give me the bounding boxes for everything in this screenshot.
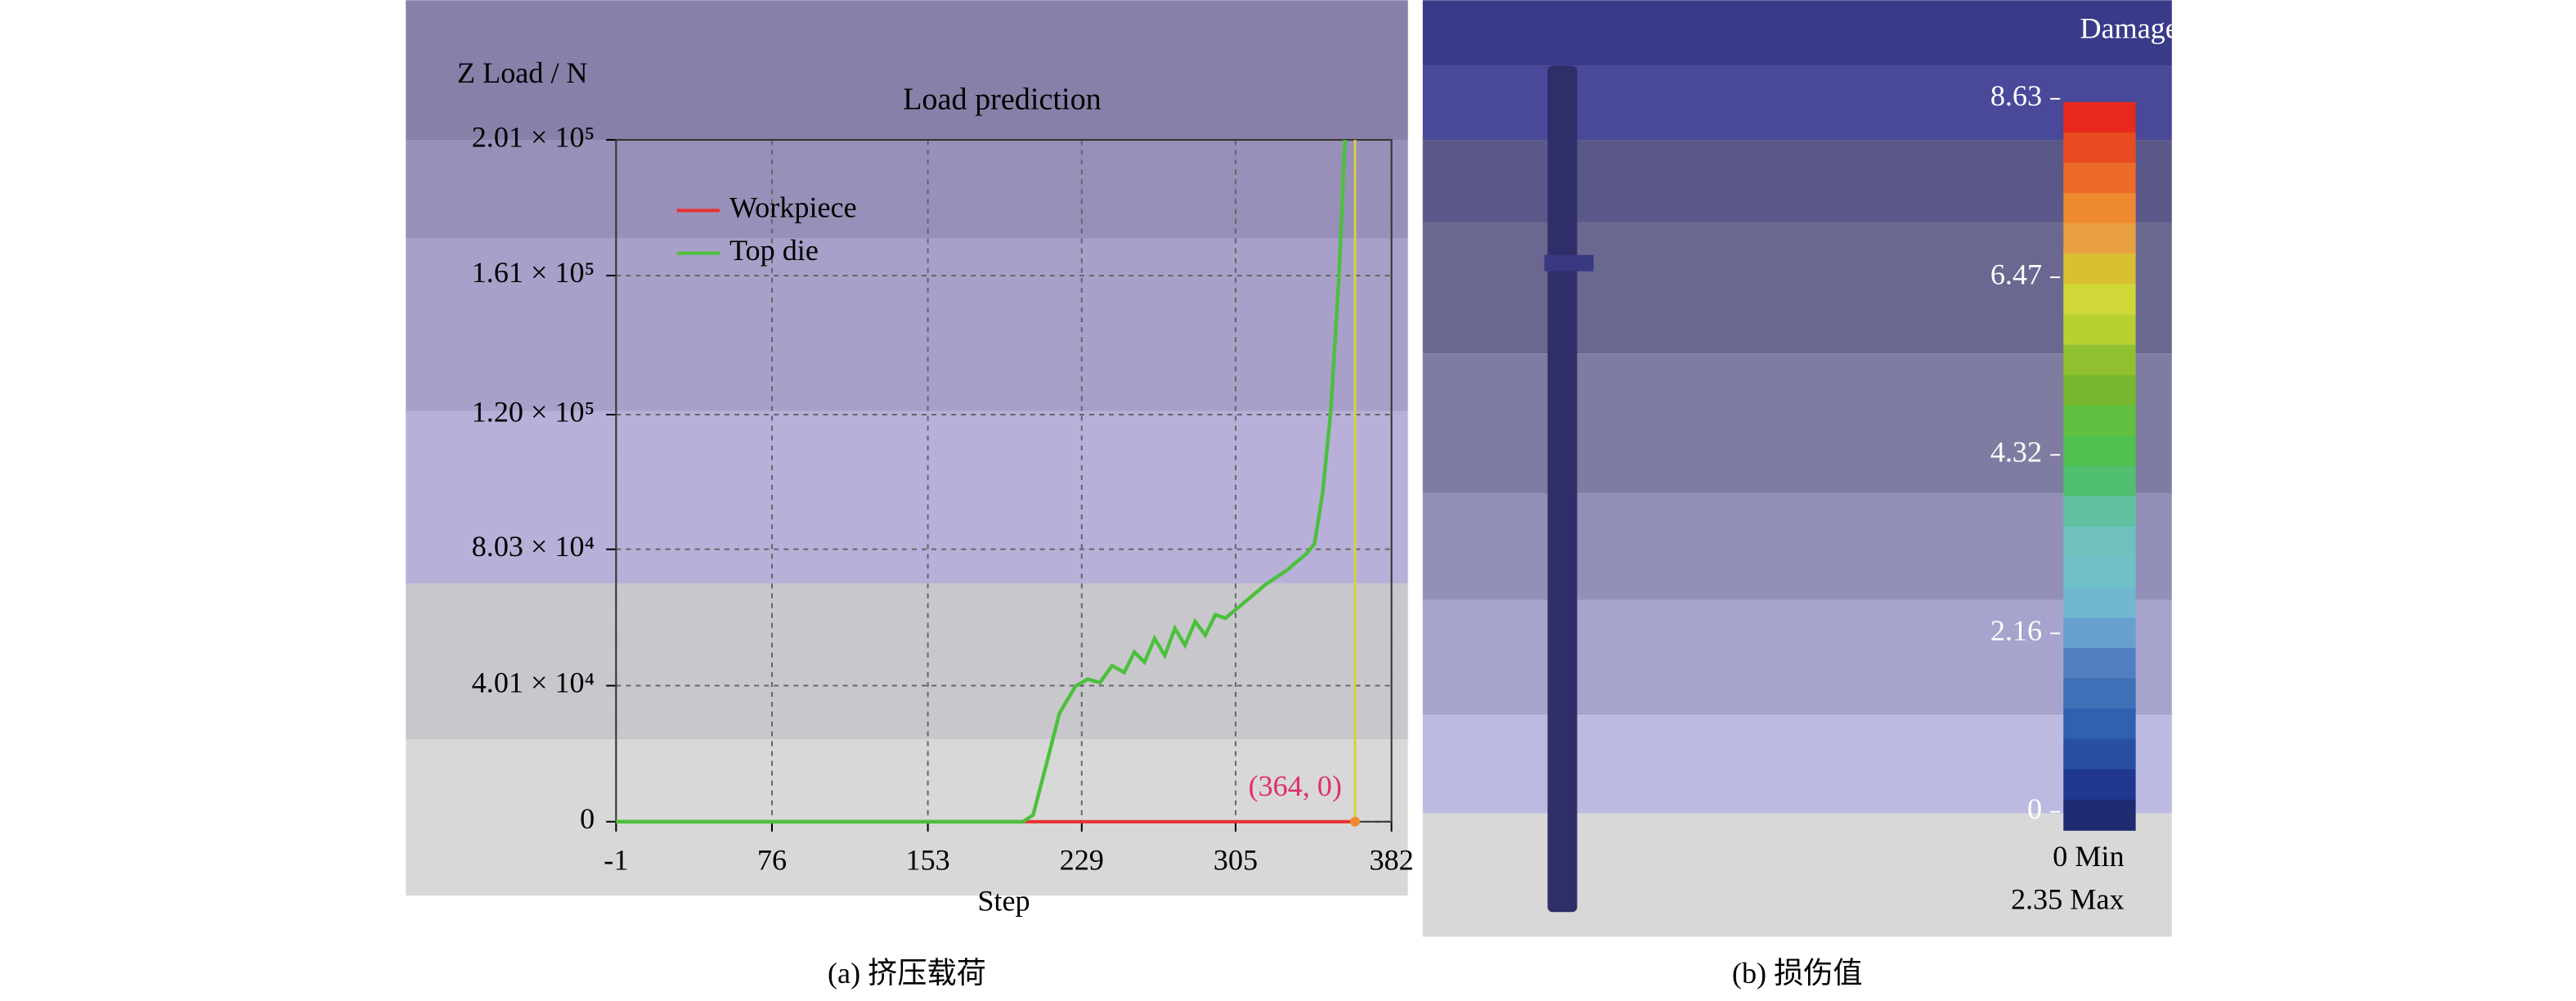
colorbar-segment: [2063, 314, 2136, 346]
y-tick-label: 4.01 × 10⁴: [472, 667, 595, 699]
caption: (a) 挤压载荷: [828, 957, 986, 990]
colorbar-title: Damage: [2080, 12, 2178, 45]
max-label: 2.35 Max: [2011, 882, 2125, 915]
legend-label: Workpiece: [729, 191, 857, 224]
legend-label: Top die: [729, 234, 819, 267]
chart-title: Load prediction: [903, 83, 1102, 117]
caption: (b) 损伤值: [1732, 957, 1863, 990]
panel-b-background: [1422, 0, 2172, 937]
x-tick-label: 229: [1060, 843, 1104, 876]
colorbar-segment: [2063, 496, 2136, 527]
y-tick-label: 1.20 × 10⁵: [472, 395, 595, 428]
colorbar-segment: [2063, 465, 2136, 497]
colorbar-segment: [2063, 162, 2136, 195]
colorbar-segment: [2063, 284, 2136, 316]
colorbar-segment: [2063, 435, 2136, 467]
colorbar-segment: [2063, 254, 2136, 285]
colorbar-tick-label: 2.16: [1990, 614, 2042, 647]
colorbar-segment: [2063, 132, 2136, 164]
colorbar-tick-label: 8.63: [1990, 79, 2042, 112]
y-tick-label: 0: [580, 802, 595, 835]
min-label: 0 Min: [2053, 840, 2124, 873]
colorbar-segment: [2063, 375, 2136, 406]
x-tick-label: 153: [905, 843, 949, 876]
colorbar-segment: [2063, 678, 2136, 710]
colorbar-segment: [2063, 223, 2136, 255]
x-axis-label: Step: [977, 884, 1030, 917]
x-tick-label: 76: [757, 843, 787, 876]
colorbar-segment: [2063, 193, 2136, 225]
colorbar-segment: [2063, 344, 2136, 376]
colorbar-segment: [2063, 617, 2136, 649]
colorbar-segment: [2063, 587, 2136, 619]
x-tick-label: -1: [604, 843, 628, 876]
colorbar-tick-label: 4.32: [1990, 436, 2042, 469]
colorbar-segment: [2063, 799, 2136, 831]
colorbar-segment: [2063, 557, 2136, 589]
colorbar-tick-label: 0: [2027, 792, 2042, 825]
colorbar-segment: [2063, 708, 2136, 740]
colorbar-segment: [2063, 648, 2136, 680]
x-tick-label: 382: [1369, 843, 1413, 876]
colorbar-tick-label: 6.47: [1990, 258, 2042, 290]
y-tick-label: 2.01 × 10⁵: [472, 120, 595, 153]
data-line: [616, 139, 1347, 824]
colorbar-segment: [2063, 769, 2136, 801]
panel-a-background: [406, 0, 1408, 896]
y-tick-label: 1.61 × 10⁵: [472, 256, 595, 289]
annotation: (364, 0): [1248, 770, 1341, 802]
colorbar-segment: [2063, 405, 2136, 437]
colorbar-segment: [2063, 738, 2136, 770]
colorbar-segment: [2063, 526, 2136, 559]
x-tick-label: 305: [1214, 843, 1258, 876]
y-axis-label: Z Load / N: [457, 56, 588, 89]
colorbar-segment: [2063, 101, 2136, 133]
annotation-marker: [1349, 816, 1361, 827]
y-tick-label: 8.03 × 10⁴: [472, 530, 595, 563]
